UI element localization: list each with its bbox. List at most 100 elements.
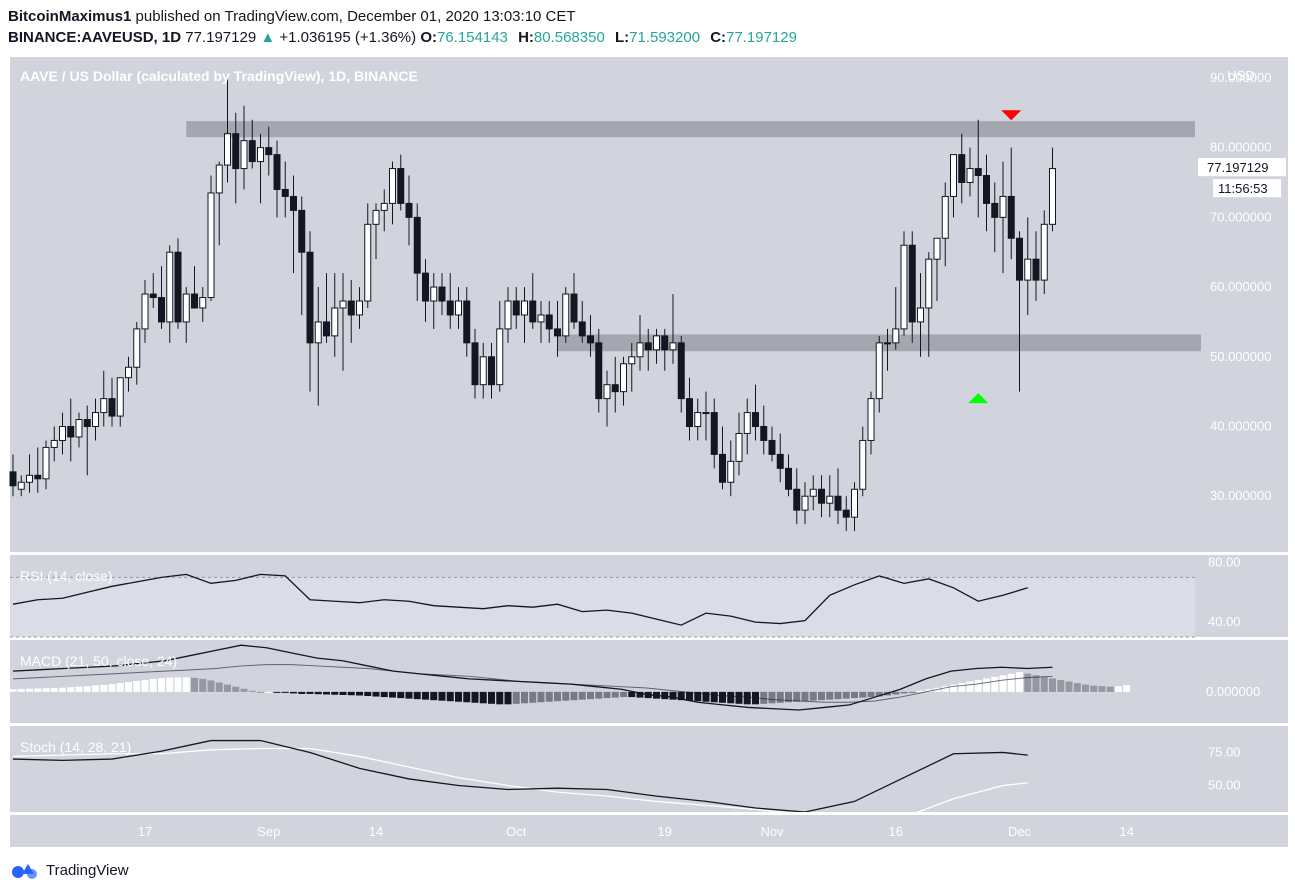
candle [719,453,726,483]
time-axis-tick: 17 [138,824,152,839]
macd-histogram-bar [488,691,495,704]
macd-histogram-bar [636,691,644,698]
low-label: L: [614,29,630,46]
macd-histogram-bar [248,690,256,692]
macd-histogram-bar [587,691,594,700]
macd-histogram-bar [174,677,182,692]
macd-histogram-bar [892,691,900,695]
macd-histogram-bar [323,691,330,695]
open-value: 76.154143 [436,29,508,46]
candle [59,426,66,441]
candle [521,300,528,316]
price-chart[interactable]: 90.000000 80.000000 70.000000 60.000000 50.0… [0,55,1295,850]
candle [372,209,380,225]
candle [430,286,438,302]
macd-histogram-bar [785,691,792,703]
close-label: C: [710,29,727,46]
macd-histogram-bar [182,677,190,692]
macd-histogram-bar [900,691,908,694]
candle [199,297,207,309]
macd-histogram-bar [818,691,825,701]
macd-histogram-bar [446,691,454,702]
candle [710,412,718,455]
macd-signal-line [12,664,1053,703]
candle [578,321,586,337]
stoch-pane[interactable] [12,739,1028,826]
macd-histogram-bar [314,691,322,695]
high-label: H: [518,29,534,46]
macd-histogram-bar [669,691,677,700]
candle [232,133,240,170]
macd-axis-bg [1195,640,1288,723]
time-axis-tick: Oct [506,824,527,839]
resistance-zone [186,121,1195,138]
macd-histogram-bar [958,683,966,692]
author-name[interactable]: BitcoinMaximus1 [8,8,132,25]
candle [801,495,809,511]
candle [100,398,108,414]
macd-histogram-bar [983,678,990,692]
candle [974,168,982,177]
macd-histogram-bar [1016,672,1023,692]
candle [859,439,867,490]
price-axis-tick: 30.000000 [1210,488,1271,503]
candle [595,342,603,400]
macd-histogram-bar [50,687,58,692]
candle [958,154,966,183]
macd-histogram-bar [92,685,99,692]
macd-histogram-bar [1115,686,1122,692]
rsi-pane-title: RSI (14, close) [20,568,113,584]
candle [537,314,545,323]
macd-histogram-bar [405,691,413,699]
macd-histogram-bar [1065,681,1073,692]
rsi-pane[interactable] [10,573,1195,638]
macd-pane[interactable] [9,644,1131,711]
candle [1049,168,1056,225]
macd-histogram-bar [504,691,512,705]
macd-histogram-bar [694,691,702,702]
macd-histogram-bar [661,691,669,700]
candle [554,328,561,337]
macd-histogram-bar [331,691,339,695]
candle [851,488,858,518]
macd-histogram-bar [578,691,586,700]
candle [281,188,289,197]
macd-histogram-bar [1057,679,1065,692]
candle [760,426,768,441]
candle [397,168,405,204]
time-axis-tick: 16 [889,824,903,839]
candle [92,412,99,428]
macd-histogram-bar [347,691,355,696]
macd-histogram-bar [199,678,207,692]
time-axis-tick: 19 [658,824,672,839]
candle [562,293,570,337]
candle [636,342,644,358]
macd-histogram-bar [75,686,83,692]
macd-histogram-bar [826,691,834,700]
candle [644,342,652,351]
candle [347,300,355,316]
macd-histogram-bar [966,681,974,692]
tradingview-logo-icon[interactable] [10,860,40,880]
candle [892,328,900,344]
candle [917,307,924,323]
macd-histogram-bar [620,691,627,698]
candle [529,300,537,323]
countdown-label: 11:56:53 [1218,181,1268,196]
candle [389,168,396,204]
macd-histogram-bar [356,691,363,696]
candle [364,223,372,302]
macd-histogram-bar [999,675,1007,692]
macd-histogram-bar [339,691,347,695]
macd-histogram-bar [257,691,264,693]
candle [67,426,75,438]
candle [677,342,685,400]
macd-pane-title: MACD (21, 50, close, 24) [20,653,177,669]
macd-histogram-bar [364,691,372,697]
rsi-line [12,573,1028,626]
macd-histogram-bar [917,690,924,692]
candle [908,244,916,323]
brand-name[interactable]: TradingView [46,861,129,879]
price-pane[interactable] [9,77,1201,532]
macd-histogram-bar [735,691,743,704]
